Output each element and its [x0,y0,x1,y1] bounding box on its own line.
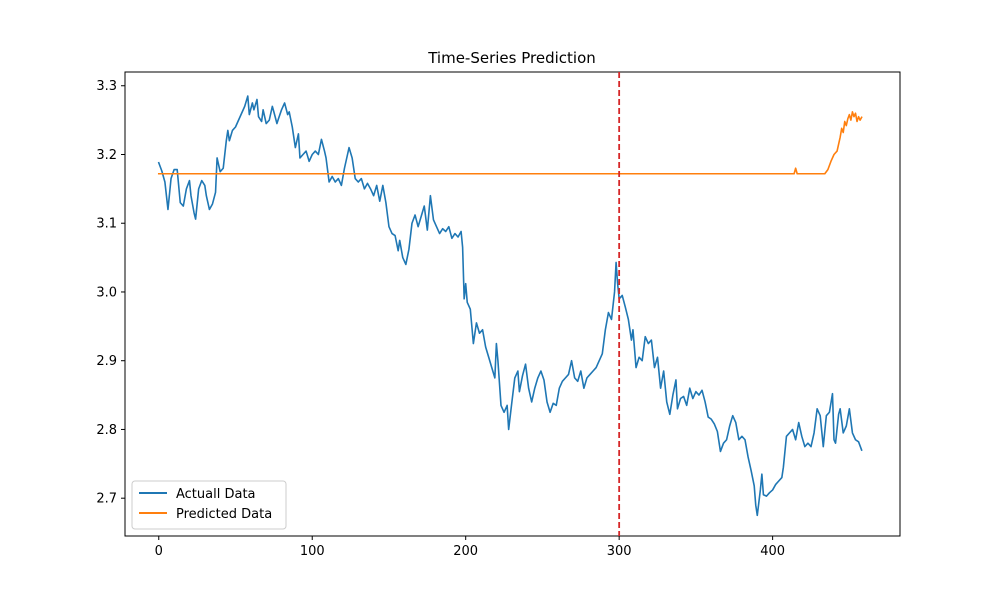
y-tick-label: 3.1 [96,217,117,232]
x-tick-label: 100 [300,544,325,559]
axis-layer: 0 100 200 300 400 2.7 2.8 2.9 3.0 3.1 3.2 3.3 [96,79,785,559]
y-tick-label: 2.7 [96,492,117,507]
y-tick-label: 3.2 [96,148,117,163]
series-line-actual [157,95,863,517]
y-tick-label: 2.8 [96,423,117,438]
legend-label-predicted: Predicted Data [176,507,272,522]
x-tick-label: 0 [155,544,163,559]
x-tick-label: 300 [607,544,632,559]
plot-area [124,71,901,537]
chart-title: Time-Series Prediction [427,49,596,67]
y-tick-label: 3.3 [96,79,117,94]
series-layer [157,72,863,536]
legend: Actuall Data Predicted Data [131,480,287,530]
x-tick-label: 400 [760,544,785,559]
legend-box [131,480,287,530]
series-line-predicted [157,111,863,175]
legend-label-actual: Actuall Data [176,487,256,502]
x-tick-label: 200 [453,544,478,559]
plot-frame [124,71,901,537]
y-tick-label: 3.0 [96,285,117,300]
y-tick-label: 2.9 [96,354,117,369]
